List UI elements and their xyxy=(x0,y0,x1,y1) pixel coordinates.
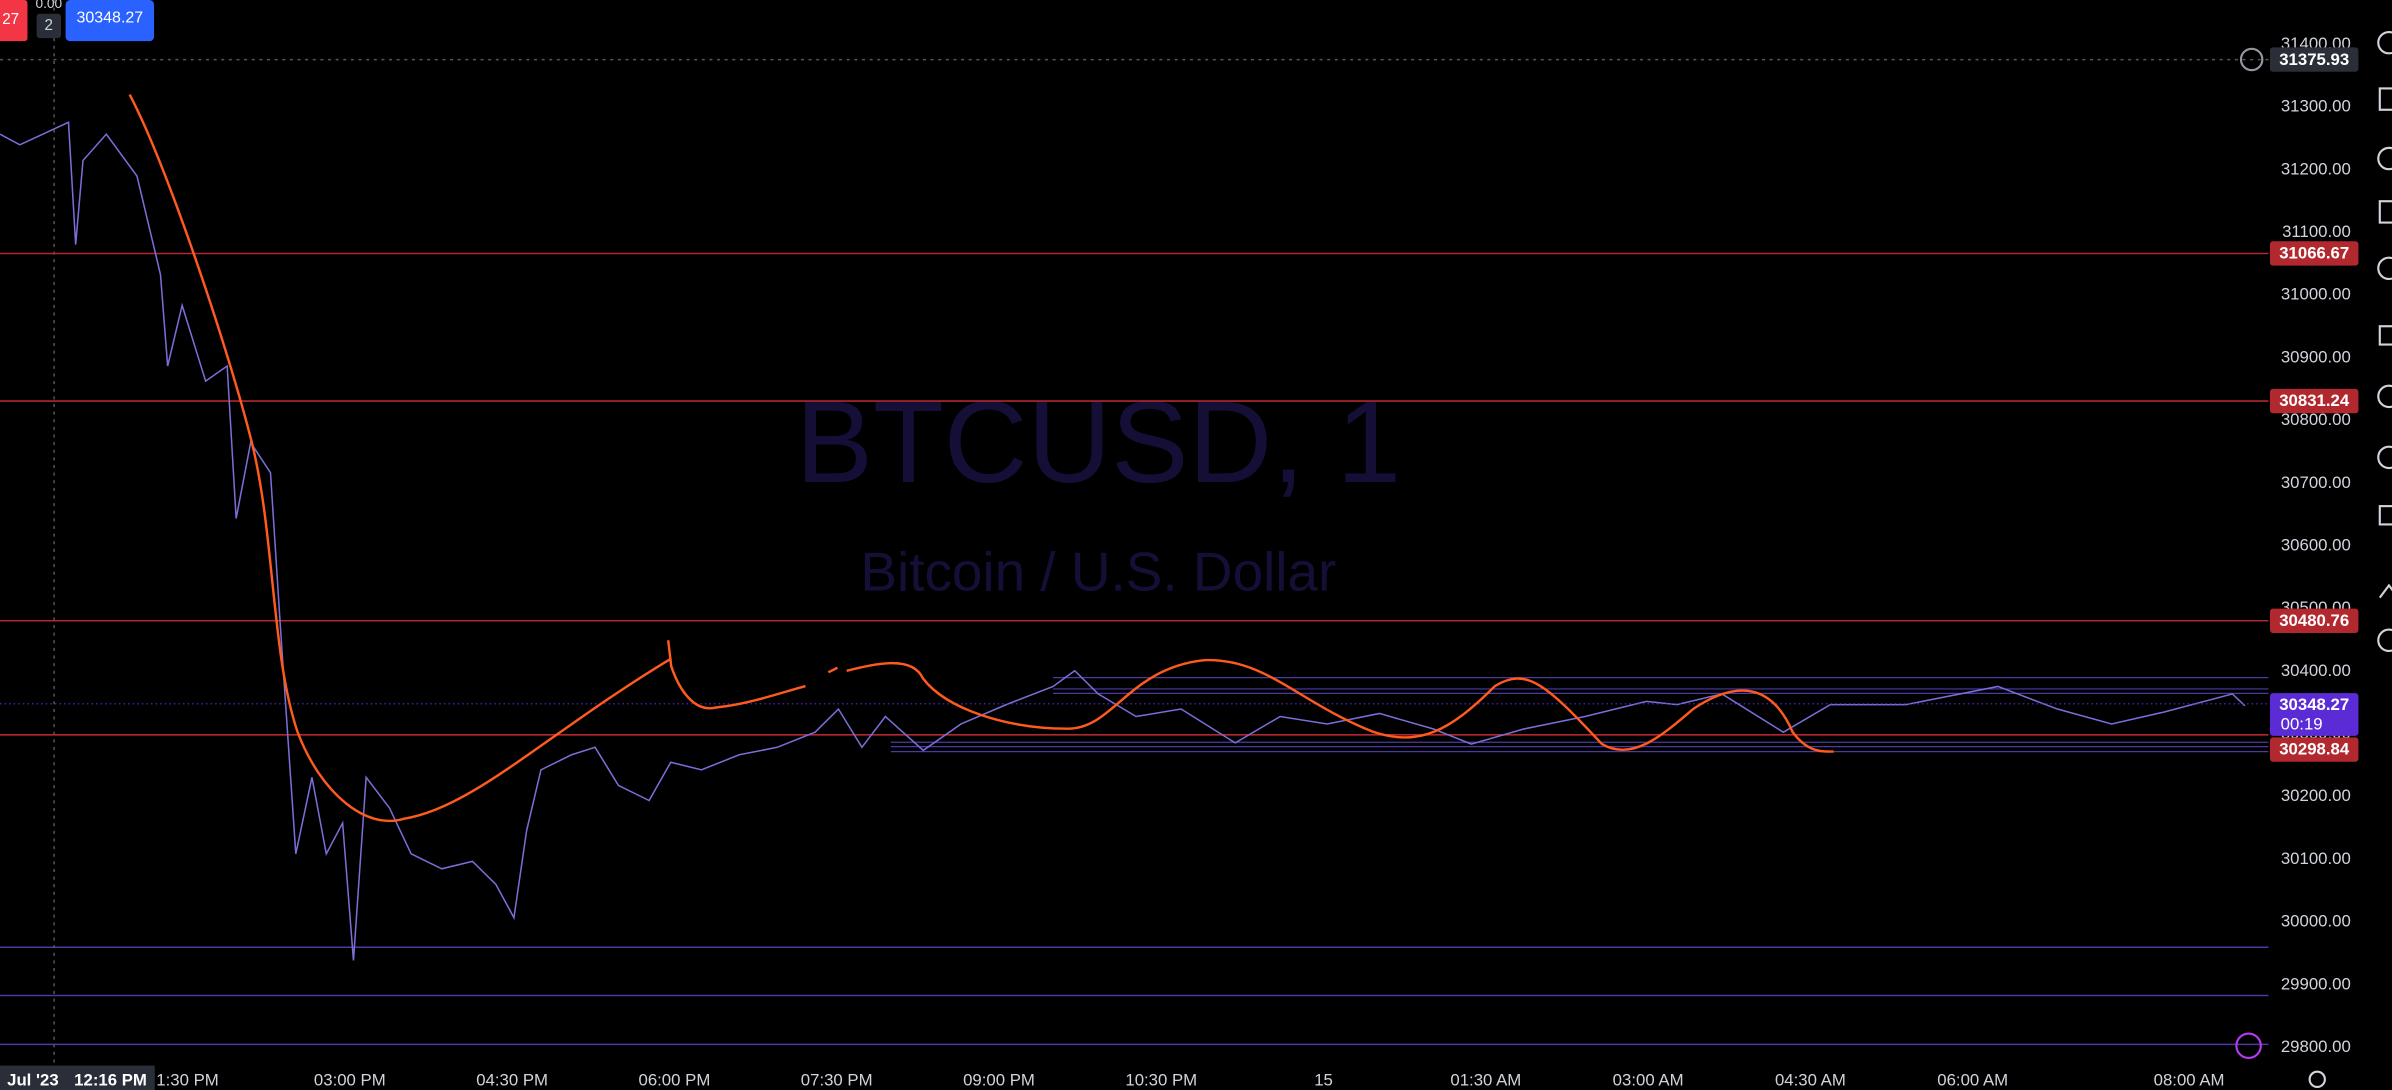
last: 30348.27 xyxy=(76,10,143,27)
y-tick-label: 29800.00 xyxy=(2281,1037,2351,1056)
level-label: 30831.24 xyxy=(2279,391,2350,410)
tool-icon[interactable] xyxy=(2377,384,2392,409)
level-label: 30480.76 xyxy=(2279,611,2349,630)
x-tick-label: 06:00 AM xyxy=(1937,1070,2008,1089)
y-tick-label: 31000.00 xyxy=(2281,285,2351,304)
count: 2 xyxy=(45,17,53,34)
tool-icon[interactable] xyxy=(2377,30,2392,55)
change: 27 xyxy=(2,11,19,28)
crosshair-time: 12:16 PM xyxy=(74,1070,147,1089)
tool-icon[interactable] xyxy=(2378,200,2392,224)
crosshair-date: Jul '23 xyxy=(7,1070,59,1089)
add-icon[interactable] xyxy=(2239,47,2264,72)
toolbar xyxy=(2235,30,2392,1089)
x-tick-label: 04:30 AM xyxy=(1775,1070,1846,1089)
crosshair-price: 31375.93 xyxy=(2279,50,2349,69)
time-axis xyxy=(0,1062,2392,1090)
y-tick-label: 30000.00 xyxy=(2281,912,2351,931)
plot xyxy=(0,0,2269,1063)
x-tick-label: 03:00 AM xyxy=(1613,1070,1684,1089)
y-tick-label: 29900.00 xyxy=(2281,974,2351,993)
level-label: 31066.67 xyxy=(2279,244,2349,263)
x-tick-label: 01:30 AM xyxy=(1450,1070,1521,1089)
last-price-box xyxy=(2269,693,2359,736)
x-tick-label: 06:00 PM xyxy=(639,1070,711,1089)
tool-icon[interactable] xyxy=(2377,445,2392,470)
x-tick-label: 03:00 PM xyxy=(314,1070,386,1089)
watermark: BTCUSD, 1 Bitcoin / U.S. Dollar xyxy=(796,377,1401,603)
level-label-box xyxy=(2269,241,2359,266)
watermark-symbol: BTCUSD, 1 xyxy=(796,377,1401,507)
crosshair-time-box xyxy=(0,1065,155,1090)
settings-icon[interactable] xyxy=(2308,1070,2326,1089)
y-tick-label: 31300.00 xyxy=(2281,97,2351,116)
y-tick-label: 31200.00 xyxy=(2281,159,2351,178)
x-tick-label: 09:00 PM xyxy=(963,1070,1035,1089)
y-tick-label: 30200.00 xyxy=(2281,786,2351,805)
x-tick-label: 07:30 PM xyxy=(801,1070,873,1089)
y-tick-label: 30600.00 xyxy=(2281,535,2351,554)
last-price-label: 30348.27 xyxy=(2279,695,2349,714)
level-label: 30298.84 xyxy=(2279,740,2350,759)
x-tick-label: 10:30 PM xyxy=(1125,1070,1197,1089)
crosshair-price-box xyxy=(2269,47,2359,72)
alert-icon[interactable] xyxy=(2235,1032,2262,1060)
x-tick-label: 08:00 AM xyxy=(2154,1070,2225,1089)
change-box xyxy=(0,0,28,42)
level-label-box xyxy=(2269,388,2359,414)
y-tick-label: 30800.00 xyxy=(2281,410,2351,429)
watermark-description: Bitcoin / U.S. Dollar xyxy=(860,541,1336,603)
price-line xyxy=(0,121,2246,961)
countdown: 00:19 xyxy=(2281,715,2323,734)
tool-icon[interactable] xyxy=(2377,628,2392,653)
tool-icon[interactable] xyxy=(2378,583,2392,599)
x-tick-label: 1:30 PM xyxy=(156,1070,218,1089)
x-tick-label: 15 xyxy=(1314,1070,1333,1089)
level-label-box xyxy=(2269,608,2359,633)
tool-icon[interactable] xyxy=(2378,505,2392,526)
x-tick-label: 04:30 PM xyxy=(476,1070,548,1089)
tool-icon[interactable] xyxy=(2378,325,2392,346)
y-tick-label: 30700.00 xyxy=(2281,473,2351,492)
y-tick-label: 30400.00 xyxy=(2281,661,2351,680)
tool-icon[interactable] xyxy=(2377,256,2392,281)
tool-icon[interactable] xyxy=(2377,146,2392,171)
y-tick-label: 30100.00 xyxy=(2281,849,2351,868)
spread: 0.00 xyxy=(35,0,62,11)
y-tick-label: 30900.00 xyxy=(2281,347,2351,366)
count-box xyxy=(36,13,62,39)
tool-icon[interactable] xyxy=(2378,87,2392,111)
last-box xyxy=(65,0,155,42)
header: 27 0.00 2 30348.27 xyxy=(0,0,155,42)
drawing xyxy=(128,93,1834,823)
y-tick-label: 31100.00 xyxy=(2282,222,2351,241)
level-label-box xyxy=(2269,737,2359,762)
